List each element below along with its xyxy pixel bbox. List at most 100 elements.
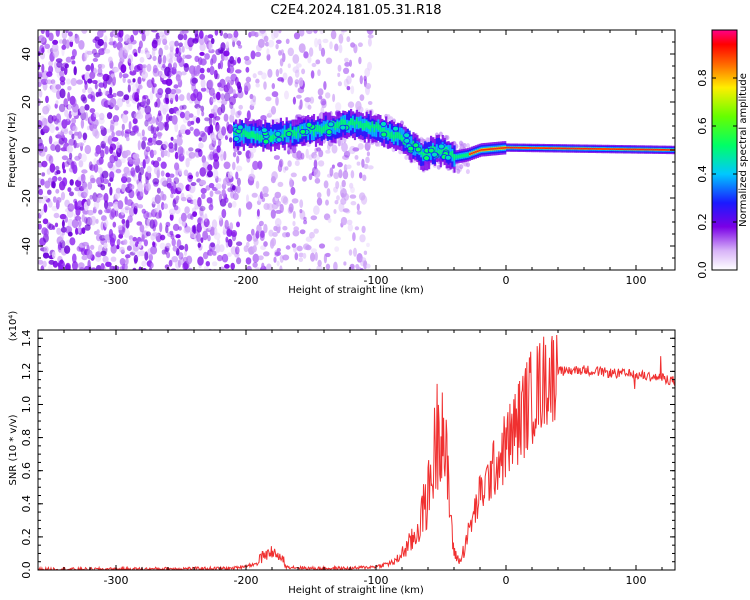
heatmap-cell	[350, 118, 353, 126]
heatmap-cell	[613, 148, 616, 150]
heatmap-cell	[218, 215, 222, 221]
heatmap-cell	[444, 154, 452, 161]
heatmap-cell	[140, 49, 144, 54]
heatmap-cell	[496, 147, 499, 150]
heatmap-cell	[200, 78, 206, 89]
heatmap-cell	[357, 42, 363, 47]
heatmap-cell	[449, 145, 452, 158]
heatmap-cell	[122, 73, 129, 78]
heatmap-cell	[52, 196, 57, 203]
heatmap-cell	[349, 194, 357, 199]
heatmap-cell	[97, 30, 104, 38]
heatmap-cell	[626, 148, 630, 151]
heatmap-cell	[98, 91, 103, 97]
heatmap-cell	[100, 140, 106, 149]
heatmap-cell	[299, 229, 306, 235]
heatmap-cell	[227, 252, 232, 257]
heatmap-cell	[54, 65, 62, 74]
heatmap-cell	[619, 148, 622, 150]
heatmap-cell	[69, 95, 76, 106]
heatmap-cell	[40, 30, 45, 34]
heatmap-cell	[112, 75, 116, 86]
heatmap-cell	[156, 98, 161, 108]
heatmap-cell	[363, 123, 366, 130]
heatmap-cell	[197, 256, 204, 266]
heatmap-cell	[202, 230, 209, 241]
heatmap-cell	[68, 103, 72, 111]
heatmap-cell	[453, 153, 456, 161]
heatmap-cell	[117, 36, 123, 43]
heatmap-cell	[203, 266, 209, 270]
heatmap-cell	[279, 133, 282, 141]
heatmap-cell	[206, 170, 214, 178]
heatmap-cell	[44, 146, 48, 153]
heatmap-cell	[256, 209, 260, 217]
heatmap-cell	[109, 186, 113, 196]
heatmap-cell	[169, 92, 176, 101]
heatmap-cell	[359, 234, 366, 243]
heatmap-cell	[337, 72, 341, 78]
heatmap-cell	[356, 106, 364, 114]
heatmap-cell	[141, 129, 145, 137]
heatmap-cell	[109, 143, 117, 151]
heatmap-cell	[396, 131, 399, 139]
heatmap-cell	[60, 226, 67, 233]
heatmap-cell	[291, 129, 294, 137]
heatmap-cell	[236, 155, 240, 164]
heatmap-cell	[662, 149, 665, 151]
heatmap-cell	[260, 115, 267, 121]
heatmap-cell	[223, 113, 229, 122]
heatmap-cell	[185, 184, 191, 192]
heatmap-cell	[120, 64, 127, 74]
heatmap-cell	[157, 110, 162, 117]
heatmap-cell	[145, 182, 151, 192]
heatmap-cell	[45, 104, 51, 112]
heatmap-cell	[170, 193, 174, 199]
heatmap-cell	[258, 220, 264, 227]
heatmap-cell	[334, 236, 341, 241]
heatmap-cell	[142, 95, 149, 100]
heatmap-cell	[235, 111, 241, 118]
heatmap-cell	[110, 208, 117, 218]
heatmap-cell	[207, 164, 213, 172]
heatmap-cell	[144, 170, 152, 181]
heatmap-cell	[348, 121, 351, 128]
heatmap-cell	[272, 134, 275, 142]
heatmap-cell	[200, 58, 207, 66]
heatmap-cell	[166, 182, 172, 189]
heatmap-cell	[273, 256, 277, 263]
heatmap-cell	[80, 173, 86, 179]
heatmap-cell	[41, 47, 45, 54]
heatmap-cell	[164, 92, 169, 103]
heatmap-cell	[87, 209, 94, 216]
heatmap-cell	[305, 122, 313, 128]
heatmap-cell	[224, 264, 230, 269]
y-tick-label: 1.2	[20, 363, 33, 381]
heatmap-cell	[396, 132, 399, 146]
heatmap-cell	[139, 224, 145, 233]
heatmap-cell	[150, 262, 154, 269]
heatmap-cell	[500, 147, 503, 149]
heatmap-cell	[603, 148, 606, 150]
heatmap-cell	[211, 219, 218, 229]
heatmap-cell	[39, 35, 46, 44]
heatmap-cell	[338, 44, 343, 54]
heatmap-cell	[262, 138, 270, 145]
heatmap-cell	[459, 154, 462, 158]
heatmap-cell	[229, 114, 235, 123]
heatmap-cell	[223, 150, 227, 161]
y-tick-label: 0.6	[20, 462, 33, 480]
heatmap-cell	[207, 224, 212, 231]
heatmap-cell	[341, 179, 346, 188]
heatmap-cell	[84, 111, 89, 122]
heatmap-cell	[342, 208, 350, 213]
heatmap-cell	[93, 112, 100, 118]
heatmap-cell	[220, 154, 224, 162]
heatmap-cell	[214, 30, 219, 36]
heatmap-cell	[171, 256, 178, 263]
heatmap-cell	[152, 178, 160, 185]
x-tick-label: 0	[503, 274, 510, 287]
heatmap-cell	[325, 129, 333, 136]
heatmap-cell	[644, 148, 647, 151]
heatmap-cell	[325, 92, 331, 99]
